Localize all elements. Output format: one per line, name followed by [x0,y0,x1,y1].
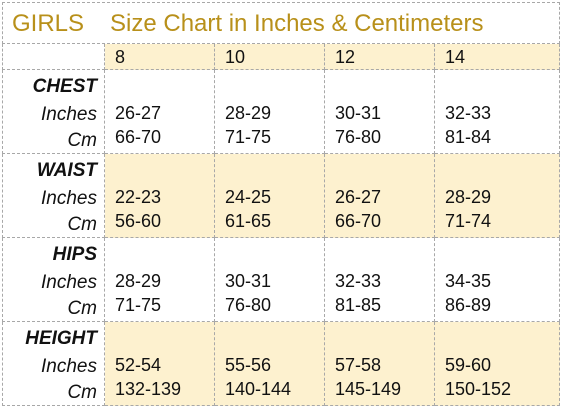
inches-value: 30-31 [225,271,272,291]
value-cell [325,322,435,406]
cm-value: 86-89 [445,295,492,315]
value-cell [325,238,435,322]
value-cell [105,322,215,406]
title-brand: GIRLS [12,10,85,37]
inches-value: 32-33 [335,271,382,291]
inches-value: 22-23 [115,187,162,207]
row-label: Inches [41,104,97,125]
row-label: Cm [67,130,97,151]
row-label: Cm [67,382,97,403]
header-cell [215,44,325,70]
value-cell [325,154,435,238]
row-label: HIPS [52,244,97,265]
title-cell [2,2,560,44]
cm-value: 66-70 [335,211,382,231]
cm-value: 76-80 [335,127,382,147]
row-label: WAIST [36,160,97,181]
inches-value: 26-27 [115,103,162,123]
cm-value: 140-144 [225,379,292,399]
inches-value: 30-31 [335,103,382,123]
inches-value: 34-35 [445,271,492,291]
row-label: Inches [41,272,97,293]
value-cell [105,238,215,322]
inches-value: 57-58 [335,355,382,375]
inches-value: 26-27 [335,187,382,207]
value-cell [215,322,325,406]
value-cell [105,154,215,238]
row-label: Inches [41,188,97,209]
cm-value: 132-139 [115,379,182,399]
cm-value: 145-149 [335,379,402,399]
cm-value: 81-85 [335,295,382,315]
value-cell [435,322,560,406]
size-label: 10 [225,47,246,67]
cm-value: 81-84 [445,127,492,147]
inches-value: 28-29 [115,271,162,291]
value-cell [325,70,435,154]
size-label: 14 [445,47,466,67]
row-label: HEIGHT [25,328,97,349]
value-cell [435,154,560,238]
row-label: CHEST [32,76,97,97]
header-cell [435,44,560,70]
inches-value: 28-29 [445,187,492,207]
value-cell [215,70,325,154]
section-label-cell [2,70,105,154]
cm-value: 150-152 [445,379,512,399]
cm-value: 76-80 [225,295,272,315]
title-text: Size Chart in Inches & Centimeters [110,10,484,37]
inches-value: 28-29 [225,103,272,123]
inches-value: 55-56 [225,355,272,375]
value-cell [215,238,325,322]
size-label: 12 [335,47,356,67]
section-label-cell [2,238,105,322]
cm-value: 71-74 [445,211,492,231]
header-cell [325,44,435,70]
header-cell [105,44,215,70]
section-label-cell [2,154,105,238]
row-label: Cm [67,298,97,319]
inches-value: 32-33 [445,103,492,123]
size-label: 8 [115,47,126,67]
cm-value: 61-65 [225,211,272,231]
inches-value: 52-54 [115,355,162,375]
value-cell [435,70,560,154]
section-label-cell [2,322,105,406]
cm-value: 71-75 [115,295,162,315]
cm-value: 66-70 [115,127,162,147]
inches-value: 59-60 [445,355,492,375]
row-label: Inches [41,356,97,377]
inches-value: 24-25 [225,187,272,207]
value-cell [105,70,215,154]
value-cell [215,154,325,238]
cm-value: 56-60 [115,211,162,231]
header-label-cell [2,44,105,70]
row-label: Cm [67,214,97,235]
value-cell [435,238,560,322]
cm-value: 71-75 [225,127,272,147]
